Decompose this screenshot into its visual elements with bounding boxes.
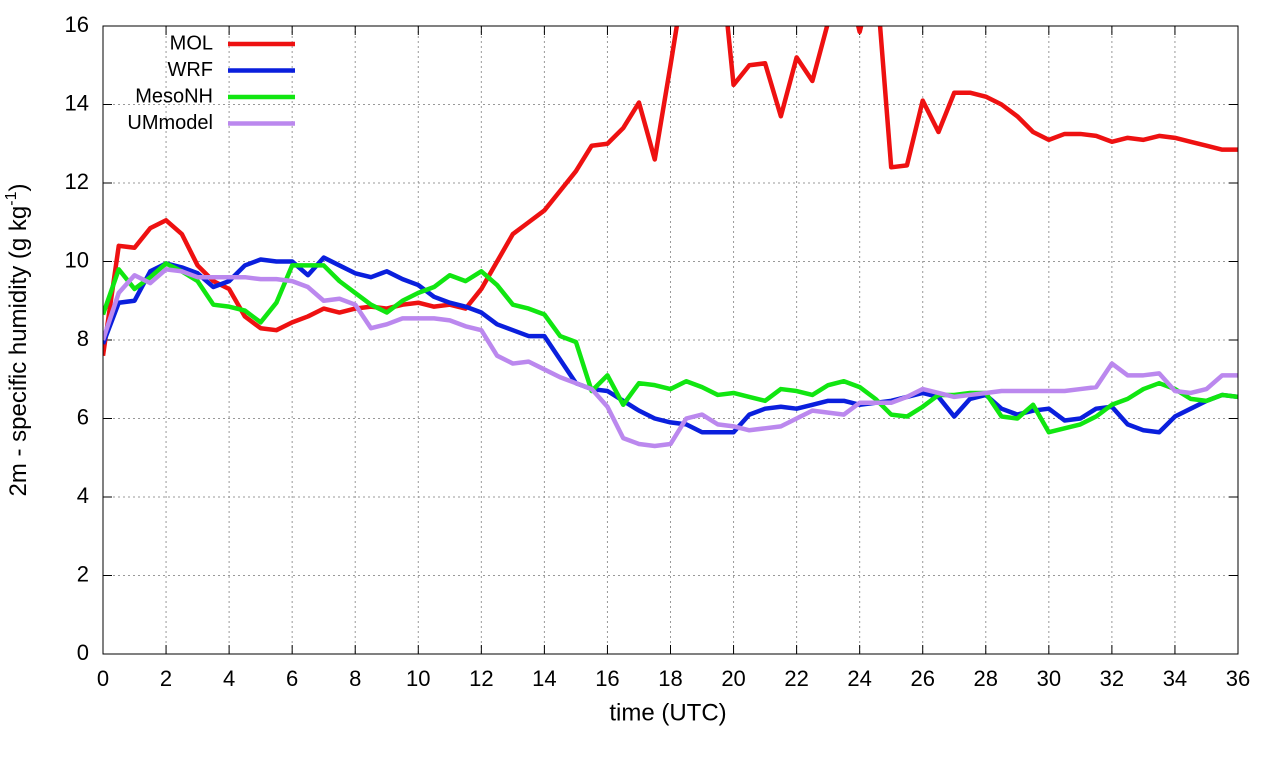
- legend-label: WRF: [167, 59, 213, 81]
- series-line: [103, 255, 1238, 435]
- x-tick-label: 18: [658, 666, 682, 691]
- x-tick-label: 12: [469, 666, 493, 691]
- legend-label: MOL: [170, 32, 213, 54]
- y-tick-label: 16: [65, 12, 89, 37]
- x-tick-label: 14: [532, 666, 556, 691]
- y-tick-label: 12: [65, 169, 89, 194]
- y-tick-label: 14: [65, 90, 89, 115]
- x-tick-label: 2: [160, 666, 172, 691]
- series-line: [103, 26, 1238, 357]
- x-tick-label: 4: [223, 666, 235, 691]
- x-tick-label: 16: [595, 666, 619, 691]
- y-axis-label: 2m - specific humidity (g kg-1): [3, 184, 33, 497]
- x-tick-label: 34: [1163, 666, 1187, 691]
- y-tick-label: 4: [77, 483, 89, 508]
- series-line: [103, 261, 1238, 435]
- x-tick-label: 24: [847, 666, 871, 691]
- legend-label: MesoNH: [135, 85, 213, 107]
- legend-label: UMmodel: [127, 112, 213, 134]
- plot-lines: [103, 26, 1238, 449]
- x-tick-label: 20: [721, 666, 745, 691]
- y-tick-label: 2: [77, 561, 89, 586]
- x-axis-label: time (UTC): [609, 699, 726, 726]
- x-tick-label: 22: [784, 666, 808, 691]
- y-tick-label: 10: [65, 247, 89, 272]
- x-tick-label: 28: [974, 666, 998, 691]
- x-tick-label: 10: [406, 666, 430, 691]
- y-tick-label: 6: [77, 404, 89, 429]
- series-line: [103, 267, 1238, 449]
- y-tick-label: 0: [77, 640, 89, 665]
- y-label-suffix: ): [5, 184, 32, 192]
- y-label-superscript: -1: [3, 191, 20, 205]
- x-tick-label: 0: [97, 666, 109, 691]
- x-tick-label: 8: [349, 666, 361, 691]
- y-label-text: 2m - specific humidity (g kg: [5, 206, 32, 497]
- x-tick-label: 36: [1226, 666, 1250, 691]
- x-tick-label: 32: [1100, 666, 1124, 691]
- x-tick-label: 26: [910, 666, 934, 691]
- x-tick-label: 30: [1037, 666, 1061, 691]
- plot-border: [102, 25, 1239, 655]
- x-tick-label: 6: [286, 666, 298, 691]
- legend: MOL WRF MesoNH UMmodel: [127, 32, 295, 134]
- y-tick-label: 8: [77, 326, 89, 351]
